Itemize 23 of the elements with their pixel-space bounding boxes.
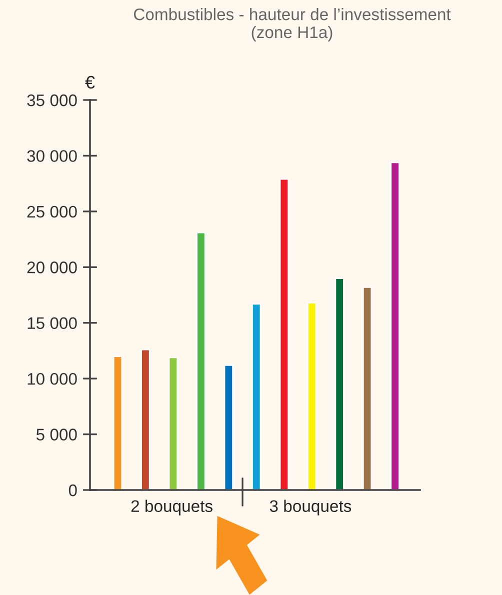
y-tick-label: 15 000 [28, 317, 77, 330]
bar [252, 303, 262, 490]
bar [196, 232, 206, 490]
y-tick-label: 20 000 [27, 262, 77, 274]
y-tick-label: 5 000 [36, 428, 77, 440]
bar [279, 178, 289, 490]
bar [306, 302, 317, 490]
y-tick-label: 35 000 [27, 94, 77, 106]
text: 2 bouquets [131, 500, 212, 516]
bar [112, 356, 123, 490]
y-tick-label: 25 000 [27, 206, 77, 218]
y-tick-label: 10 000 [28, 372, 77, 385]
chart-title: Combustibles - hauteur de l’investissement (zone H1a) [134, 8, 451, 42]
bar [390, 162, 400, 490]
bar [140, 348, 150, 490]
text: 3 bouquets [270, 500, 352, 516]
bar [168, 356, 178, 490]
y-axis-title: € [85, 76, 95, 89]
bar [334, 278, 344, 490]
bar [224, 364, 234, 490]
bar [362, 286, 372, 490]
y-tick-label: 0 [68, 484, 77, 496]
y-tick-label: 30 000 [27, 150, 77, 162]
